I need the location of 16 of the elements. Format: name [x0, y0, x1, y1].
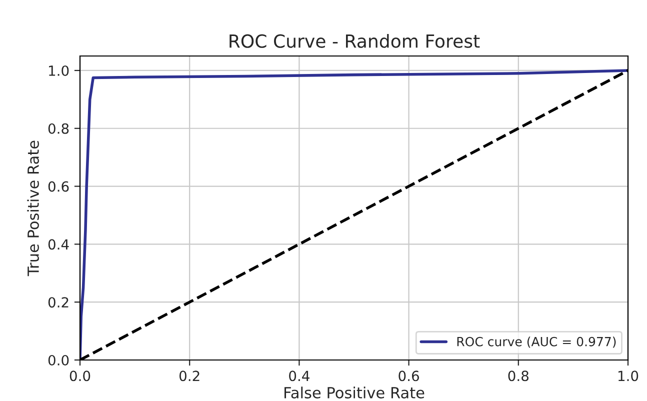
x-tick-label: 0.4: [289, 370, 310, 382]
x-tick-label: 1.0: [618, 370, 638, 382]
x-tick-label: 0.6: [398, 370, 419, 382]
y-tick-label: 0.2: [48, 297, 68, 308]
y-tick-label: 0.4: [48, 239, 69, 250]
y-tick-label: 0.8: [48, 123, 69, 134]
legend-label: ROC curve (AUC = 0.977): [457, 336, 616, 348]
chart-title: ROC Curve - Random Forest: [230, 34, 480, 48]
x-tick-label: 0.2: [179, 370, 200, 382]
x-tick-label: 0.8: [508, 370, 528, 382]
y-tick-label: 0.0: [48, 354, 69, 366]
x-tick-label: 0.0: [70, 370, 90, 382]
y-tick-label: 1.0: [49, 65, 69, 76]
y-tick-label: 0.6: [48, 181, 69, 192]
x-axis-title: False Positive Rate: [284, 386, 424, 398]
y-axis-title: True Positive Rate: [27, 140, 39, 276]
